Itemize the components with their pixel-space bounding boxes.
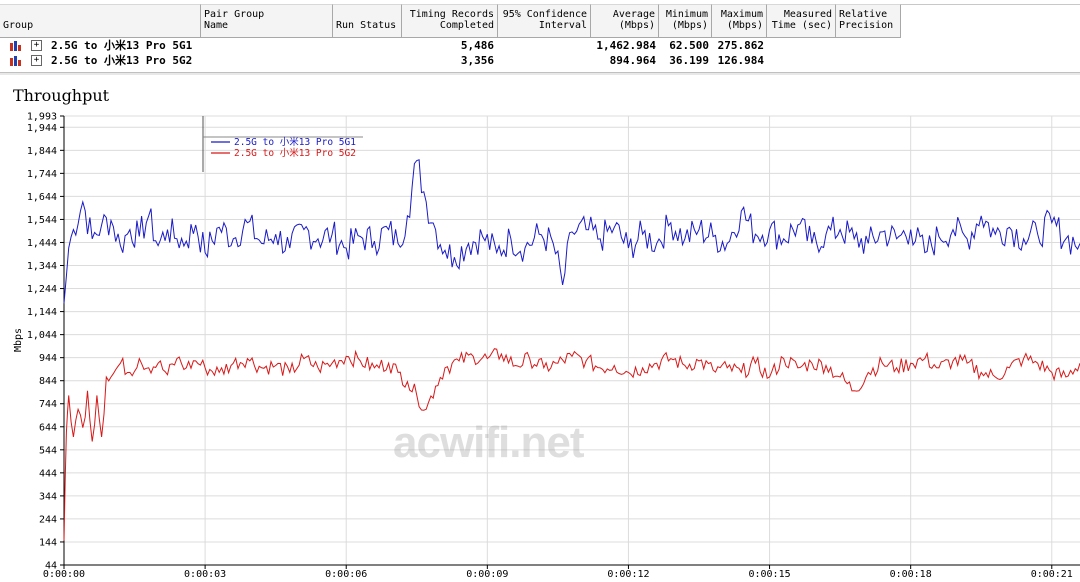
y-tick-label: 1,944	[27, 123, 57, 134]
timing-records-value: 3,356	[460, 54, 494, 67]
y-tick-label: 1,744	[27, 169, 57, 180]
table-row[interactable]: + 2.5G to 小米13 Pro 5G2 3,356 894.964 36.…	[0, 53, 1080, 68]
minimum-value: 36.199	[669, 54, 709, 67]
x-tick-label: 0:00:12	[607, 569, 649, 580]
table-row[interactable]: + 2.5G to 小米13 Pro 5G1 5,486 1,462.984 6…	[0, 38, 1080, 53]
pair-group-name: 2.5G to 小米13 Pro 5G1	[51, 39, 193, 52]
y-tick-label: 444	[39, 468, 57, 479]
results-table: Group Pair Group Name Run Status Timing …	[0, 0, 1080, 72]
x-tick-label: 0:00:09	[466, 569, 508, 580]
header-pair-group-name[interactable]: Pair Group Name	[201, 4, 333, 38]
header-group[interactable]: Group	[0, 4, 201, 38]
header-minimum[interactable]: Minimum (Mbps)	[659, 4, 712, 38]
expand-toggle[interactable]: +	[31, 55, 42, 66]
x-tick-label: 0:00:21	[1031, 569, 1073, 580]
y-tick-label: 1,244	[27, 284, 57, 295]
header-average[interactable]: Average (Mbps)	[591, 4, 659, 38]
header-relative-precision[interactable]: Relative Precision	[836, 4, 901, 38]
y-axis-label: Mbps	[13, 328, 24, 352]
expand-toggle[interactable]: +	[31, 40, 42, 51]
plot-area	[64, 116, 1080, 565]
average-value: 894.964	[609, 54, 656, 67]
header-measured-time[interactable]: Measured Time (sec)	[767, 4, 836, 38]
pair-chart-icon	[10, 56, 21, 66]
y-tick-label: 1,544	[27, 215, 57, 226]
minimum-value: 62.500	[669, 39, 709, 52]
y-tick-label: 944	[39, 353, 57, 364]
y-tick-label: 1,144	[27, 307, 57, 318]
watermark: acwifi.net	[393, 418, 584, 467]
x-tick-label: 0:00:15	[748, 569, 790, 580]
chart-title: Throughput	[13, 86, 110, 105]
series-line-1	[63, 159, 1080, 304]
legend-entry: 2.5G to 小米13 Pro 5G1	[234, 136, 356, 148]
legend-entry: 2.5G to 小米13 Pro 5G2	[234, 147, 356, 159]
x-tick-label: 0:00:03	[184, 569, 226, 580]
y-tick-label: 44	[45, 561, 57, 572]
timing-records-value: 5,486	[460, 39, 494, 52]
y-tick-label: 1,444	[27, 238, 57, 249]
y-tick-label: 144	[39, 537, 57, 548]
pair-group-name: 2.5G to 小米13 Pro 5G2	[51, 54, 193, 67]
x-tick-label: 0:00:00	[43, 569, 85, 580]
x-tick-label: 0:00:06	[325, 569, 367, 580]
y-tick-label: 1,993	[27, 112, 57, 123]
y-tick-label: 1,344	[27, 261, 57, 272]
header-maximum[interactable]: Maximum (Mbps)	[712, 4, 767, 38]
header-confidence-interval[interactable]: 95% Confidence Interval	[498, 4, 591, 38]
x-tick-label: 0:00:18	[890, 569, 932, 580]
header-timing-records[interactable]: Timing Records Completed	[402, 4, 498, 38]
y-tick-label: 244	[39, 514, 57, 525]
table-header-row: Group Pair Group Name Run Status Timing …	[0, 4, 1080, 38]
header-run-status[interactable]: Run Status	[333, 4, 402, 38]
y-tick-label: 644	[39, 422, 57, 433]
maximum-value: 275.862	[717, 39, 764, 52]
y-tick-label: 1,044	[27, 330, 57, 341]
table-separator	[0, 72, 1080, 75]
series-line-2	[63, 348, 1080, 541]
y-tick-label: 744	[39, 399, 57, 410]
y-tick-label: 1,844	[27, 146, 57, 157]
pair-chart-icon	[10, 41, 21, 51]
y-tick-label: 844	[39, 376, 57, 387]
y-tick-label: 1,644	[27, 192, 57, 203]
y-tick-label: 544	[39, 445, 57, 456]
y-tick-label: 344	[39, 491, 57, 502]
average-value: 1,462.984	[596, 39, 656, 52]
maximum-value: 126.984	[717, 54, 764, 67]
